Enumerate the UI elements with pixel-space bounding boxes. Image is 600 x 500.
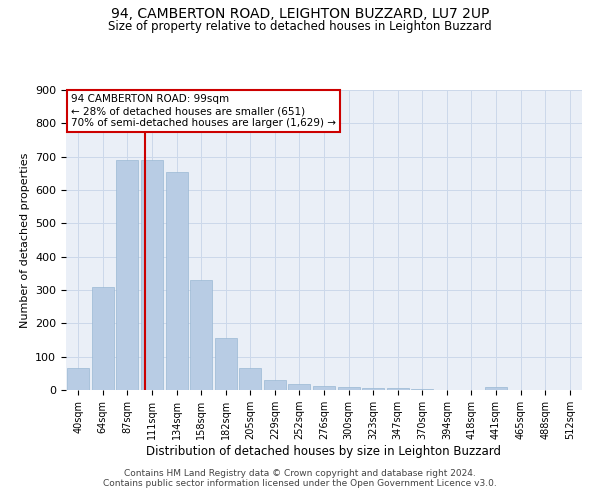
Bar	[386, 388, 409, 390]
Bar	[289, 384, 310, 390]
Text: Contains public sector information licensed under the Open Government Licence v3: Contains public sector information licen…	[103, 478, 497, 488]
Bar	[362, 388, 384, 390]
Bar	[92, 286, 114, 390]
Text: Size of property relative to detached houses in Leighton Buzzard: Size of property relative to detached ho…	[108, 20, 492, 33]
Bar	[141, 160, 163, 390]
X-axis label: Distribution of detached houses by size in Leighton Buzzard: Distribution of detached houses by size …	[146, 445, 502, 458]
Text: 94 CAMBERTON ROAD: 99sqm
← 28% of detached houses are smaller (651)
70% of semi-: 94 CAMBERTON ROAD: 99sqm ← 28% of detach…	[71, 94, 336, 128]
Bar	[239, 368, 262, 390]
Text: Contains HM Land Registry data © Crown copyright and database right 2024.: Contains HM Land Registry data © Crown c…	[124, 468, 476, 477]
Bar	[313, 386, 335, 390]
Bar	[190, 280, 212, 390]
Bar	[166, 172, 188, 390]
Text: 94, CAMBERTON ROAD, LEIGHTON BUZZARD, LU7 2UP: 94, CAMBERTON ROAD, LEIGHTON BUZZARD, LU…	[111, 8, 489, 22]
Bar	[264, 380, 286, 390]
Bar	[338, 388, 359, 390]
Bar	[116, 160, 139, 390]
Bar	[485, 388, 507, 390]
Y-axis label: Number of detached properties: Number of detached properties	[20, 152, 29, 328]
Bar	[67, 368, 89, 390]
Bar	[215, 338, 237, 390]
